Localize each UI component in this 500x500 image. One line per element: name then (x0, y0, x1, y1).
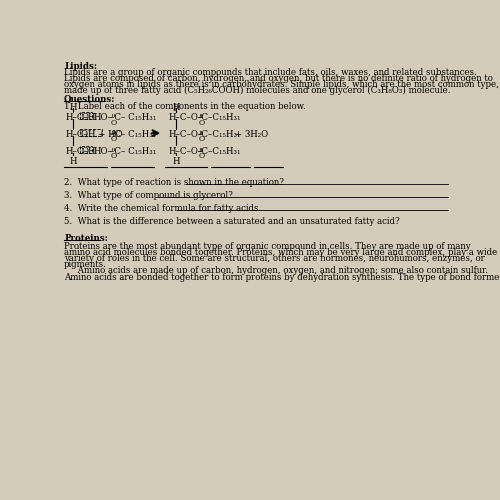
Text: –C– C₁₅H₃₁: –C– C₁₅H₃₁ (110, 113, 156, 122)
Text: HO–: HO– (94, 147, 112, 156)
Text: H–C–O–: H–C–O– (168, 130, 203, 139)
Text: H: H (70, 103, 77, 112)
Text: Lipids:: Lipids: (64, 62, 97, 72)
Text: OH: OH (81, 113, 96, 122)
Text: OH + HO: OH + HO (81, 130, 122, 139)
Text: made up of three fatty acid (C₅H₂₆COOH) molecules and one glycerol (C₃H₈O₃) mole: made up of three fatty acid (C₅H₂₆COOH) … (64, 86, 450, 96)
Text: Questions:: Questions: (64, 94, 116, 104)
Text: –C– C₁₅H₃₁: –C– C₁₅H₃₁ (110, 147, 156, 156)
Text: O: O (110, 152, 116, 160)
Text: H: H (70, 157, 77, 166)
Bar (80, 146, 92, 153)
Text: HO–: HO– (94, 113, 112, 122)
Text: –C–C₁₅H₃₁: –C–C₁₅H₃₁ (198, 113, 242, 122)
Text: 1.  Label each of the components in the equation below.: 1. Label each of the components in the e… (64, 102, 306, 112)
Text: O: O (198, 136, 204, 143)
Text: + 3H₂O: + 3H₂O (234, 130, 268, 139)
Text: Lipids are a group of organic compounds that include fats, oils, waxes, and rela: Lipids are a group of organic compounds … (64, 68, 477, 76)
Text: O: O (110, 118, 116, 126)
Text: oxygen atoms in lipids as there is in carbohydrates. Simple lipids, which are th: oxygen atoms in lipids as there is in ca… (64, 80, 500, 89)
Text: Amino acids are bonded together to form proteins by dehydration synthesis. The t: Amino acids are bonded together to form … (64, 272, 500, 281)
Text: amino acid molecules bonded together. Proteins, which may be very large and comp: amino acid molecules bonded together. Pr… (64, 248, 498, 257)
Text: Lipids are composed of carbon, hydrogen, and oxygen, but there is no definite ra: Lipids are composed of carbon, hydrogen,… (64, 74, 493, 83)
Text: O: O (110, 136, 116, 143)
Text: H–C–O–: H–C–O– (168, 113, 203, 122)
Text: OH: OH (81, 147, 96, 156)
Text: H: H (172, 103, 180, 112)
Text: H–C–: H–C– (66, 113, 88, 122)
Text: Proteins:: Proteins: (64, 234, 108, 243)
Text: O: O (198, 118, 204, 126)
Text: Proteins are the most abundant type of organic compound in cells. They are made : Proteins are the most abundant type of o… (64, 242, 470, 250)
Text: H: H (172, 157, 180, 166)
Text: H–C–: H–C– (66, 147, 88, 156)
Text: 2.  What type of reaction is shown in the equation?: 2. What type of reaction is shown in the… (64, 178, 284, 187)
Text: O: O (198, 152, 204, 160)
Text: 4.  Write the chemical formula for fatty acids.: 4. Write the chemical formula for fatty … (64, 204, 262, 213)
Text: –C–C₁₅H₃₁: –C–C₁₅H₃₁ (198, 147, 242, 156)
Bar (80, 112, 92, 119)
Text: Amino acids are made up of carbon, hydrogen, oxygen, and nitrogen; some also con: Amino acids are made up of carbon, hydro… (64, 266, 488, 276)
Text: –C–C₁₅H₃₁: –C–C₁₅H₃₁ (198, 130, 242, 139)
Text: H–C–O–: H–C–O– (168, 147, 203, 156)
Text: variety of roles in the cell. Some are structural, others are hormones, neurohum: variety of roles in the cell. Some are s… (64, 254, 485, 263)
Text: 3.  What type of compound is glycerol?: 3. What type of compound is glycerol? (64, 191, 233, 200)
Text: pigments.: pigments. (64, 260, 107, 269)
Text: H–C–: H–C– (66, 130, 88, 139)
Text: 5.  What is the difference between a saturated and an unsaturated fatty acid?: 5. What is the difference between a satu… (64, 217, 400, 226)
Bar (80, 130, 102, 136)
Text: –C– C₁₅H₃₁: –C– C₁₅H₃₁ (110, 130, 156, 139)
